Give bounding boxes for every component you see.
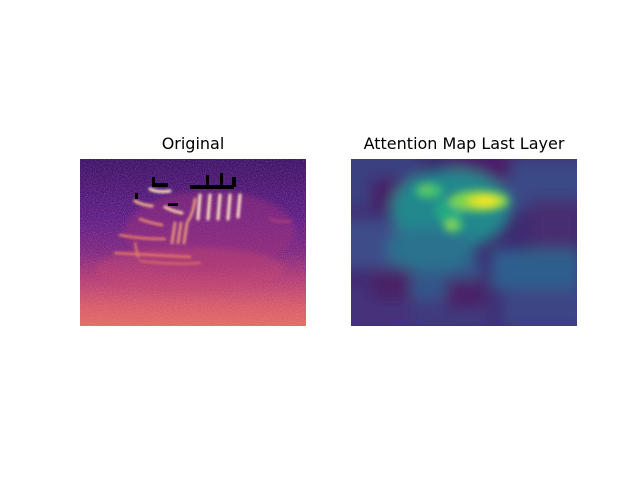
original-spectrogram-image [80,159,306,326]
original-panel-title: Original [161,134,225,153]
original-spectrogram-svg [80,159,306,326]
attention-map-image [351,159,577,326]
attention-map-svg [351,159,577,326]
attention-map-panel-title: Attention Map Last Layer [363,134,565,153]
